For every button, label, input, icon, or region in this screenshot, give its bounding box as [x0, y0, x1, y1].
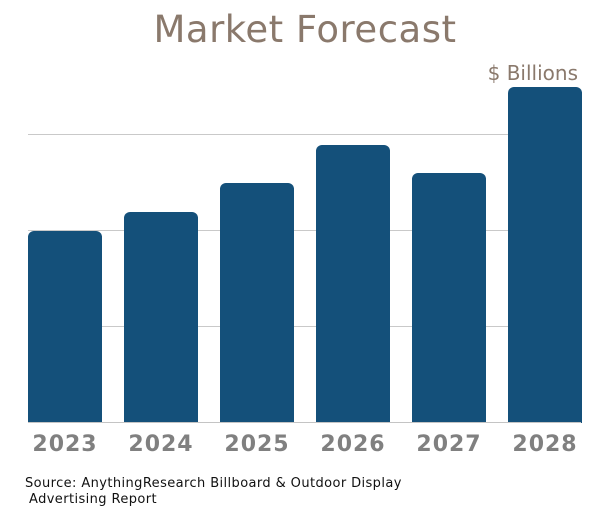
source-line-1: Source: AnythingResearch Billboard & Out… — [25, 476, 402, 491]
source-line-2: Advertising Report — [29, 492, 157, 507]
y-axis-unit-label: $ Billions — [487, 61, 578, 85]
bar-2024 — [124, 212, 198, 423]
gridline — [28, 133, 581, 135]
x-axis-label-2025: 2025 — [224, 432, 290, 457]
x-axis-baseline — [28, 422, 581, 423]
bar-2025 — [220, 183, 294, 423]
x-axis-labels: 2023 2024 2025 2026 2027 2028 — [28, 432, 581, 458]
bar-2026 — [316, 145, 390, 423]
bar-2028 — [508, 87, 582, 423]
x-axis-label-2026: 2026 — [320, 432, 386, 457]
chart-title: Market Forecast — [153, 8, 457, 51]
x-axis-label-2023: 2023 — [32, 432, 98, 457]
gridline — [28, 325, 581, 327]
x-axis-label-2027: 2027 — [416, 432, 482, 457]
x-axis-label-2028: 2028 — [512, 432, 578, 457]
source-note: Source: AnythingResearch Billboard & Out… — [25, 476, 402, 508]
bar-2027 — [412, 173, 486, 423]
gridline — [28, 229, 581, 231]
plot-area — [28, 85, 582, 423]
x-axis-label-2024: 2024 — [128, 432, 194, 457]
bar-2023 — [28, 231, 102, 423]
